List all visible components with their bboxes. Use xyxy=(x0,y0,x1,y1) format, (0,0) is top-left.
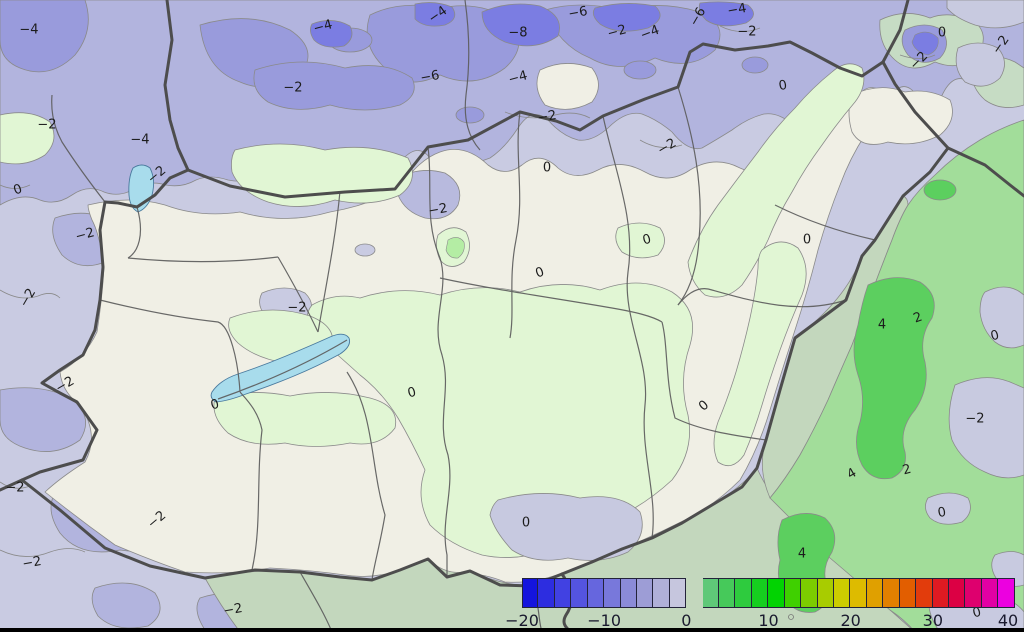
lakes xyxy=(128,164,351,403)
colorbar-segment xyxy=(817,578,835,608)
colorbar-segment xyxy=(554,578,572,608)
colorbar-segment xyxy=(784,578,802,608)
colorbar-segment xyxy=(620,578,637,608)
colorbar-segment xyxy=(932,578,949,608)
colorbar-tick-label: −10 xyxy=(587,611,622,630)
colorbar-legend xyxy=(522,578,1015,608)
hungary-border xyxy=(20,40,950,588)
colorbar-segment xyxy=(587,578,605,608)
colorbar-segment xyxy=(834,578,851,608)
colorbar-segment xyxy=(866,578,884,608)
colorbar-tick-label: −20 xyxy=(505,611,539,630)
colorbar-segment xyxy=(636,578,654,608)
colorbar-tick-label: 0 xyxy=(681,611,692,630)
colorbar-segment xyxy=(702,578,720,608)
region-ne-valley xyxy=(687,63,865,298)
colorbar-segment xyxy=(571,578,588,608)
lake-balaton xyxy=(210,333,351,403)
bottom-frame-line xyxy=(0,628,1024,632)
colorbar-tick-label: 40 xyxy=(997,611,1019,630)
colorbar-segment xyxy=(850,578,867,608)
colorbar-segment xyxy=(751,578,769,608)
border-stub-ne xyxy=(946,146,1024,198)
colorbar-segment xyxy=(801,578,818,608)
colorbar-segment xyxy=(719,578,736,608)
colorbar-segment xyxy=(883,578,900,608)
colorbar-segment xyxy=(981,578,999,608)
colorbar-segment xyxy=(899,578,917,608)
colorbar-segment xyxy=(965,578,982,608)
colorbar-segment xyxy=(735,578,752,608)
colorbar-segment xyxy=(916,578,933,608)
colorbar-segment xyxy=(686,578,702,608)
colorbar-tick-label: 30 xyxy=(922,611,944,630)
colorbar-segment xyxy=(538,578,555,608)
colorbar-segment xyxy=(998,578,1015,608)
border-stub-slovenia xyxy=(0,478,24,492)
colorbar-tick-label: 10 xyxy=(758,611,779,630)
colorbar-segment xyxy=(768,578,785,608)
colorbar-segment xyxy=(604,578,621,608)
colorbar-tick-label: 20 xyxy=(840,611,861,630)
colorbar-segment xyxy=(522,578,539,608)
border-stub-ukraine xyxy=(881,0,910,64)
colorbar-segment xyxy=(653,578,670,608)
county-borders xyxy=(51,0,876,632)
border-stub-morava xyxy=(163,0,190,172)
colorbar-segment xyxy=(669,578,687,608)
colorbar-segment xyxy=(948,578,966,608)
